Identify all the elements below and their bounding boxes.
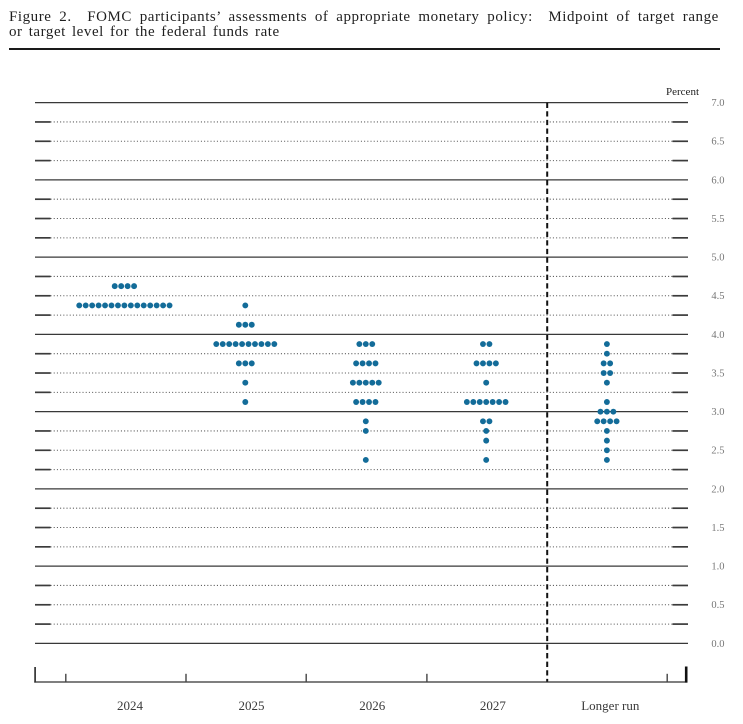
svg-text:Longer run: Longer run xyxy=(581,698,640,713)
svg-text:3.5: 3.5 xyxy=(711,368,724,379)
svg-text:6.5: 6.5 xyxy=(711,137,724,148)
svg-text:2024: 2024 xyxy=(117,698,144,713)
svg-text:1.5: 1.5 xyxy=(711,523,724,534)
svg-text:5.5: 5.5 xyxy=(711,214,724,225)
svg-text:1.0: 1.0 xyxy=(711,562,724,573)
svg-text:0.0: 0.0 xyxy=(711,639,724,650)
svg-text:2.0: 2.0 xyxy=(711,484,724,495)
svg-text:5.0: 5.0 xyxy=(711,253,724,264)
svg-text:6.0: 6.0 xyxy=(711,175,724,186)
svg-text:3.0: 3.0 xyxy=(711,407,724,418)
svg-text:Percent: Percent xyxy=(666,86,699,98)
svg-text:4.5: 4.5 xyxy=(711,291,724,302)
svg-text:0.5: 0.5 xyxy=(711,600,724,611)
svg-text:2.5: 2.5 xyxy=(711,446,724,457)
svg-text:2025: 2025 xyxy=(239,698,265,713)
svg-text:2027: 2027 xyxy=(480,698,507,713)
svg-text:7.0: 7.0 xyxy=(711,98,724,109)
svg-text:4.0: 4.0 xyxy=(711,330,724,341)
svg-text:2026: 2026 xyxy=(359,698,386,713)
